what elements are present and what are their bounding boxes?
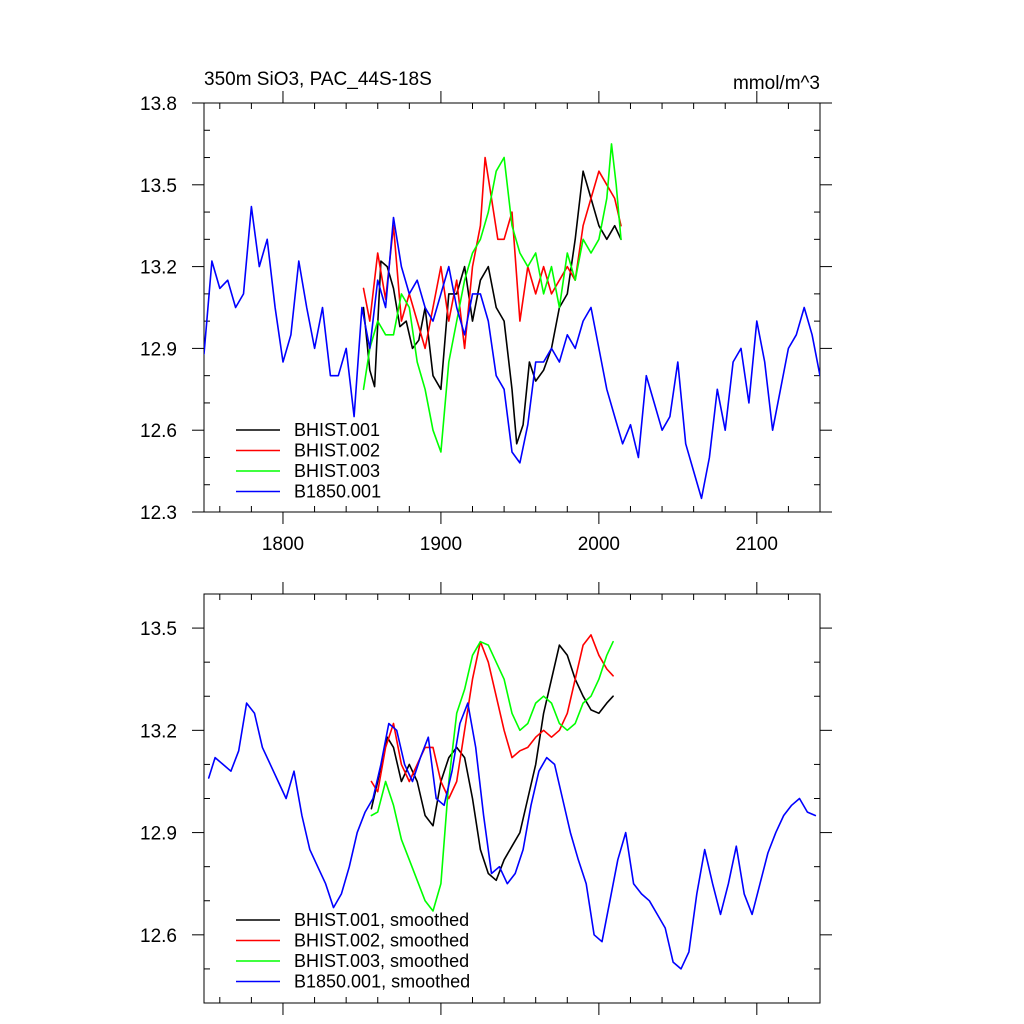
- chart-2-legend-label: B1850.001, smoothed: [294, 972, 470, 992]
- chart-2-series-bhist-002-smoothed: [370, 634, 614, 800]
- chart-1-x-tick-label: 1900: [420, 534, 462, 555]
- chart-1-legend-label: BHIST.003: [294, 461, 380, 481]
- chart-1-x-tick-label: 1800: [262, 534, 304, 555]
- chart-1-title: 350m SiO3, PAC_44S-18S: [204, 69, 432, 90]
- chart-1-series-bhist-002: [362, 156, 622, 350]
- chart-1-plot-frame: [203, 102, 821, 513]
- chart-1-legend-label: BHIST.001: [294, 420, 380, 440]
- chart-2-series-b1850-001-smoothed: [207, 702, 817, 970]
- chart-1-series-b1850-001: [204, 205, 820, 500]
- chart-1-y-tick-label: 12.6: [140, 421, 177, 442]
- chart-2-y-tick-label: 13.2: [140, 721, 177, 742]
- chart-2-y-tick-label: 13.5: [140, 619, 177, 640]
- chart-1: 1800 1900 2000 2100 12.3 12.6 12.9 13.2 13.5 13.8…: [140, 69, 832, 555]
- chart-1-series-bhist-003: [362, 143, 622, 453]
- chart-1-y-tick-label: 12.9: [140, 339, 177, 360]
- chart-1-y-tick-label: 13.8: [140, 94, 177, 115]
- chart-1-y-tick-label: 12.3: [140, 503, 177, 524]
- chart-1-series-bhist-001: [362, 170, 622, 445]
- chart-2-legend-label: BHIST.001, smoothed: [294, 910, 469, 930]
- chart-1-y-tick-label: 13.2: [140, 258, 177, 279]
- chart-2-series-bhist-003-smoothed: [370, 640, 614, 912]
- chart-2-series-group: [207, 634, 817, 970]
- chart-1-units-label: mmol/m^3: [733, 73, 820, 94]
- chart-2-y-tick-label: 12.9: [140, 824, 177, 845]
- chart-1-series-group: [204, 143, 820, 500]
- chart-1-legend-label: BHIST.002: [294, 441, 380, 461]
- chart-1-y-tick-label: 13.5: [140, 176, 177, 197]
- chart-1-x-tick-label: 2100: [736, 534, 778, 555]
- chart-2-legend-label: BHIST.003, smoothed: [294, 951, 469, 971]
- chart-2-y-tick-label: 12.6: [140, 926, 177, 947]
- chart-1-x-tick-label: 2000: [578, 534, 620, 555]
- chart-2-series-bhist-001-smoothed: [370, 644, 614, 882]
- chart-1-legend-label: B1850.001: [294, 482, 381, 502]
- chart-2-legend-label: BHIST.002, smoothed: [294, 931, 469, 951]
